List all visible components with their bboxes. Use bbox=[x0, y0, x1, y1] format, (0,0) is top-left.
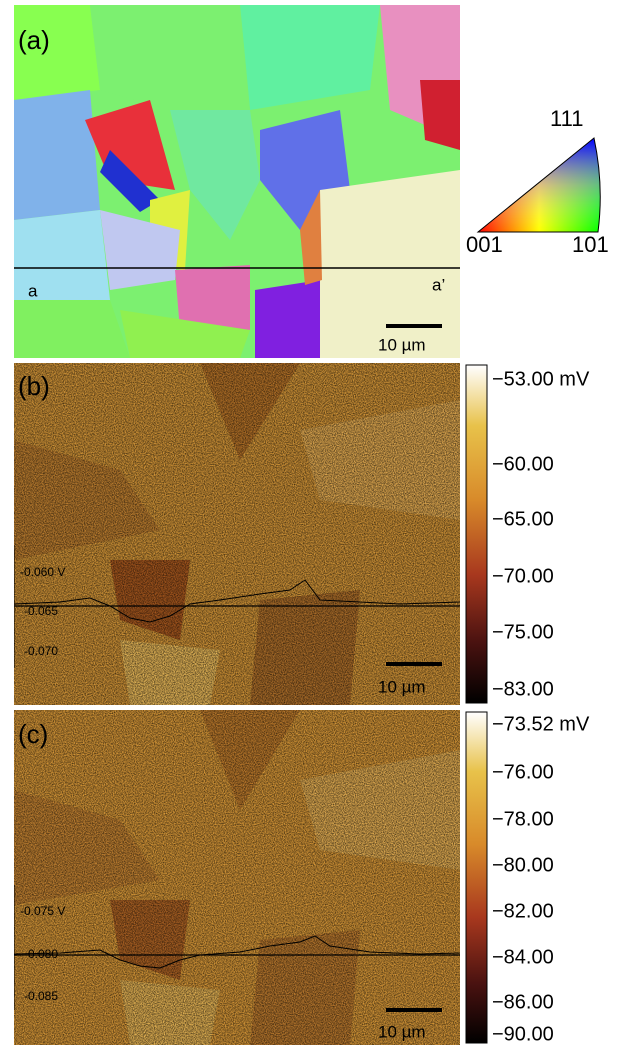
colorbar-label: −82.00 bbox=[492, 900, 554, 922]
marker: a’ bbox=[432, 275, 445, 294]
colorbar-label: −83.00 bbox=[492, 678, 554, 700]
ipf-legend bbox=[476, 137, 601, 233]
colorbar-label: −65.00 bbox=[492, 508, 554, 530]
colorbar-label: −80.00 bbox=[492, 854, 554, 876]
panel-label: (a) bbox=[18, 25, 50, 55]
profile-axis-label: -0.060 V bbox=[20, 565, 65, 579]
kpfm-map bbox=[14, 363, 460, 705]
colorbar-label: −76.00 bbox=[492, 761, 554, 783]
colorbar-label: −60.00 bbox=[492, 453, 554, 475]
colorbar-label: −53.00 mV bbox=[492, 368, 590, 390]
legend-label: 001 bbox=[466, 232, 503, 257]
colorbar-labels: −73.52 mV −76.00 −78.00 −80.00 −82.00 −84.00 −… bbox=[492, 713, 590, 1045]
profile-axis-label: -0.070 bbox=[24, 644, 58, 658]
colorbar-labels: −53.00 mV −60.00 −65.00 −70.00 −75.00 −83.00 bbox=[492, 368, 590, 700]
colorbar-label: −70.00 bbox=[492, 565, 554, 587]
kpfm-map bbox=[14, 710, 460, 1045]
scale-label: 10 µm bbox=[378, 677, 426, 696]
panel-label: (b) bbox=[18, 371, 50, 401]
profile-axis-label: -0.075 V bbox=[20, 904, 65, 918]
profile-axis-label: -0.085 bbox=[24, 989, 58, 1003]
colorbar-label: −84.00 bbox=[492, 946, 554, 968]
legend-label: 111 bbox=[550, 106, 583, 131]
ebsd-map bbox=[14, 5, 460, 358]
profile-axis-label: -0.065 bbox=[24, 604, 58, 618]
colorbar-label: −86.00 bbox=[492, 991, 554, 1013]
colorbar-label: −78.00 bbox=[492, 808, 554, 830]
legend-label: 101 bbox=[572, 232, 609, 257]
profile-axis-label: -0.080 bbox=[24, 947, 58, 961]
marker: a bbox=[28, 281, 38, 300]
colorbar-label: −75.00 bbox=[492, 621, 554, 643]
colorbar-label: −90.00 bbox=[492, 1023, 554, 1045]
colorbar-label: −73.52 mV bbox=[492, 713, 590, 735]
colorbar bbox=[465, 711, 488, 1044]
panel-label: (c) bbox=[18, 719, 48, 749]
scale-label: 10 µm bbox=[378, 1022, 426, 1041]
scale-label: 10 µm bbox=[378, 335, 426, 354]
colorbar bbox=[465, 364, 488, 704]
